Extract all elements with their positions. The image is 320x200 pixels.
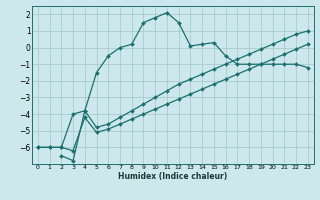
X-axis label: Humidex (Indice chaleur): Humidex (Indice chaleur) [118,172,228,181]
